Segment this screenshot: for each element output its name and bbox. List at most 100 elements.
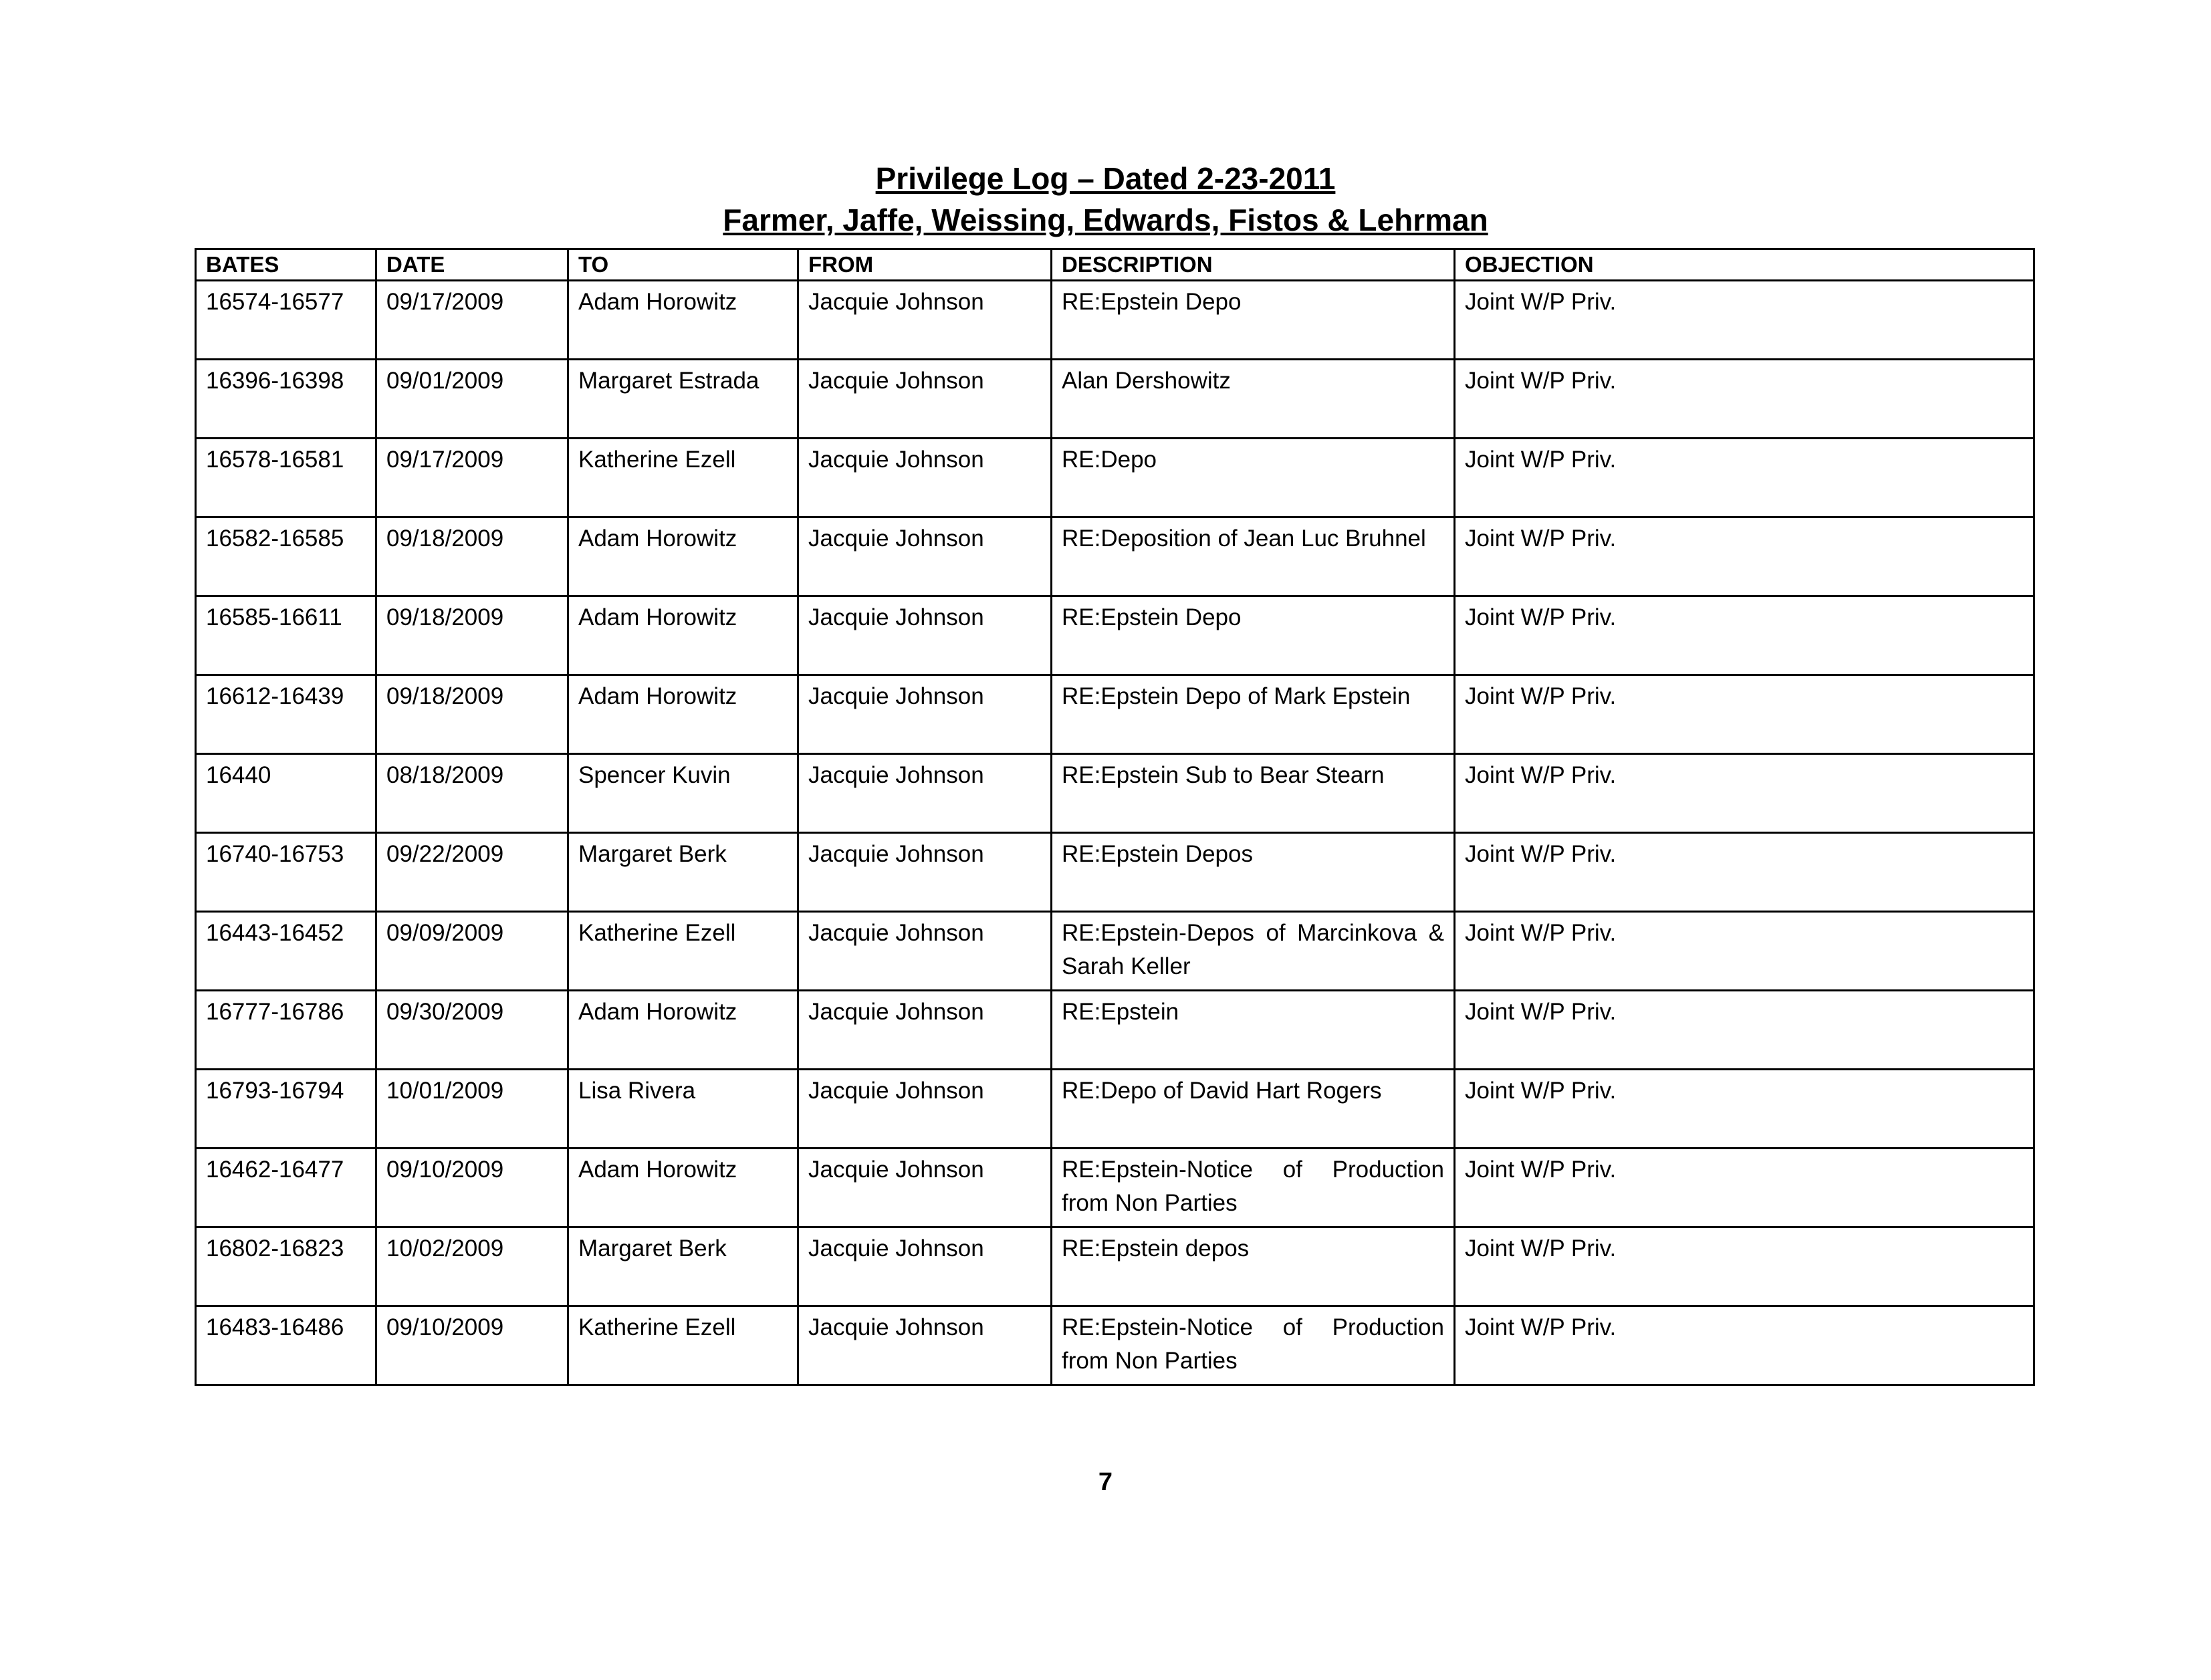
table-cell: Joint W/P Priv. — [1453, 1226, 2035, 1307]
table-cell: 16574-16577 — [195, 279, 377, 360]
table-cell: Joint W/P Priv. — [1453, 437, 2035, 518]
table-cell: RE:Epstein Depos — [1050, 832, 1456, 913]
table-cell: 09/17/2009 — [375, 279, 569, 360]
table-row: 16582-16585 09/18/2009 Adam Horowitz Jacqui… — [195, 516, 2035, 597]
table-cell: 09/22/2009 — [375, 832, 569, 913]
table-cell: 09/30/2009 — [375, 989, 569, 1070]
table-cell: Adam Horowitz — [567, 674, 799, 755]
table-cell: Jacquie Johnson — [797, 279, 1052, 360]
table-cell: RE:Depo — [1050, 437, 1456, 518]
table-cell: RE:Deposition of Jean Luc Bruhnel — [1050, 516, 1456, 597]
column-header: FROM — [797, 248, 1052, 281]
table-cell: Alan Dershowitz — [1050, 358, 1456, 439]
table-cell: RE:Epstein-Notice of Production from Non… — [1050, 1305, 1456, 1386]
table-cell: Katherine Ezell — [567, 437, 799, 518]
table-cell: Joint W/P Priv. — [1453, 279, 2035, 360]
page-number: 7 — [1098, 1468, 1113, 1496]
table-cell: Jacquie Johnson — [797, 1068, 1052, 1149]
table-cell: RE:Epstein — [1050, 989, 1456, 1070]
table-cell: 09/18/2009 — [375, 674, 569, 755]
column-header: TO — [567, 248, 799, 281]
table-cell: Joint W/P Priv. — [1453, 832, 2035, 913]
table-cell: RE:Epstein Depo — [1050, 595, 1456, 676]
privilege-table: BATES DATE TO FROM DESCRIPTION OBJECTION 1657… — [195, 248, 2035, 1386]
table-cell: 16578-16581 — [195, 437, 377, 518]
table-cell: Joint W/P Priv. — [1453, 595, 2035, 676]
table-cell: 16440 — [195, 753, 377, 834]
table-cell: 16582-16585 — [195, 516, 377, 597]
table-cell: 09/18/2009 — [375, 516, 569, 597]
table-cell: Jacquie Johnson — [797, 674, 1052, 755]
table-cell: 09/09/2009 — [375, 911, 569, 991]
table-cell: Joint W/P Priv. — [1453, 358, 2035, 439]
table-cell: RE:Depo of David Hart Rogers — [1050, 1068, 1456, 1149]
table-cell: 16396-16398 — [195, 358, 377, 439]
column-header: OBJECTION — [1453, 248, 2035, 281]
table-cell: Spencer Kuvin — [567, 753, 799, 834]
table-cell: Jacquie Johnson — [797, 358, 1052, 439]
table-cell: 16793-16794 — [195, 1068, 377, 1149]
table-cell: 10/01/2009 — [375, 1068, 569, 1149]
table-cell: RE:Epstein depos — [1050, 1226, 1456, 1307]
table-cell: RE:Epstein-Depos of Marcinkova & Sarah K… — [1050, 911, 1456, 991]
table-cell: Joint W/P Priv. — [1453, 516, 2035, 597]
table-cell: 10/02/2009 — [375, 1226, 569, 1307]
table-cell: Adam Horowitz — [567, 989, 799, 1070]
table-cell: Joint W/P Priv. — [1453, 753, 2035, 834]
table-cell: Adam Horowitz — [567, 595, 799, 676]
table-cell: Jacquie Johnson — [797, 595, 1052, 676]
table-cell: 16612-16439 — [195, 674, 377, 755]
table-cell: Jacquie Johnson — [797, 1305, 1052, 1386]
table-cell: Adam Horowitz — [567, 516, 799, 597]
column-header: DATE — [375, 248, 569, 281]
table-cell: 16740-16753 — [195, 832, 377, 913]
table-row: 16396-16398 09/01/2009 Margaret Estrada Jac… — [195, 358, 2035, 439]
table-cell: 09/18/2009 — [375, 595, 569, 676]
table-cell: Joint W/P Priv. — [1453, 1147, 2035, 1228]
table-cell: Katherine Ezell — [567, 911, 799, 991]
table-cell: RE:Epstein Depo — [1050, 279, 1456, 360]
table-row: 16585-16611 09/18/2009 Adam Horowitz Jacqui… — [195, 595, 2035, 676]
table-cell: Margaret Berk — [567, 1226, 799, 1307]
table-cell: RE:Epstein Depo of Mark Epstein — [1050, 674, 1456, 755]
table-cell: Joint W/P Priv. — [1453, 989, 2035, 1070]
table-cell: Margaret Estrada — [567, 358, 799, 439]
table-cell: Jacquie Johnson — [797, 437, 1052, 518]
table-cell: 16585-16611 — [195, 595, 377, 676]
table-cell: Joint W/P Priv. — [1453, 674, 2035, 755]
table-cell: 16802-16823 — [195, 1226, 377, 1307]
table-row: 16462-16477 09/10/2009 Adam Horowitz Jacqui… — [195, 1147, 2035, 1228]
table-cell: 09/10/2009 — [375, 1305, 569, 1386]
subtitle: Farmer, Jaffe, Weissing, Edwards, Fistos… — [723, 203, 1488, 237]
title: Privilege Log – Dated 2-23-2011 — [875, 161, 1336, 196]
table-cell: Jacquie Johnson — [797, 753, 1052, 834]
table-cell: Jacquie Johnson — [797, 832, 1052, 913]
table-row: 16802-16823 10/02/2009 Margaret Berk Jacqui… — [195, 1226, 2035, 1307]
table-cell: Katherine Ezell — [567, 1305, 799, 1386]
table-row: 16443-16452 09/09/2009 Katherine Ezell Jacq… — [195, 911, 2035, 991]
table-row: 16574-16577 09/17/2009 Adam Horowitz Jacqui… — [195, 279, 2035, 360]
column-header: DESCRIPTION — [1050, 248, 1456, 281]
table-cell: 08/18/2009 — [375, 753, 569, 834]
table-row: 16440 08/18/2009 Spencer Kuvin Jacquie John… — [195, 753, 2035, 834]
table-cell: Joint W/P Priv. — [1453, 1068, 2035, 1149]
table-body: 16574-16577 09/17/2009 Adam Horowitz Jacqui… — [195, 279, 2035, 1386]
table-cell: Lisa Rivera — [567, 1068, 799, 1149]
table-cell: RE:Epstein-Notice of Production from Non… — [1050, 1147, 1456, 1228]
table-row: 16793-16794 10/01/2009 Lisa Rivera Jacquie … — [195, 1068, 2035, 1149]
table-cell: Adam Horowitz — [567, 279, 799, 360]
table-cell: 16483-16486 — [195, 1305, 377, 1386]
table-cell: Joint W/P Priv. — [1453, 911, 2035, 991]
table-row: 16483-16486 09/10/2009 Katherine Ezell Jacq… — [195, 1305, 2035, 1386]
table-cell: 09/10/2009 — [375, 1147, 569, 1228]
table-cell: Jacquie Johnson — [797, 911, 1052, 991]
table-cell: Jacquie Johnson — [797, 989, 1052, 1070]
table-cell: RE:Epstein Sub to Bear Stearn — [1050, 753, 1456, 834]
table-cell: 16462-16477 — [195, 1147, 377, 1228]
table-row: 16740-16753 09/22/2009 Margaret Berk Jacqui… — [195, 832, 2035, 913]
table-cell: 16777-16786 — [195, 989, 377, 1070]
table-row: 16578-16581 09/17/2009 Katherine Ezell Jacq… — [195, 437, 2035, 518]
table-cell: Jacquie Johnson — [797, 1147, 1052, 1228]
table-cell: Joint W/P Priv. — [1453, 1305, 2035, 1386]
